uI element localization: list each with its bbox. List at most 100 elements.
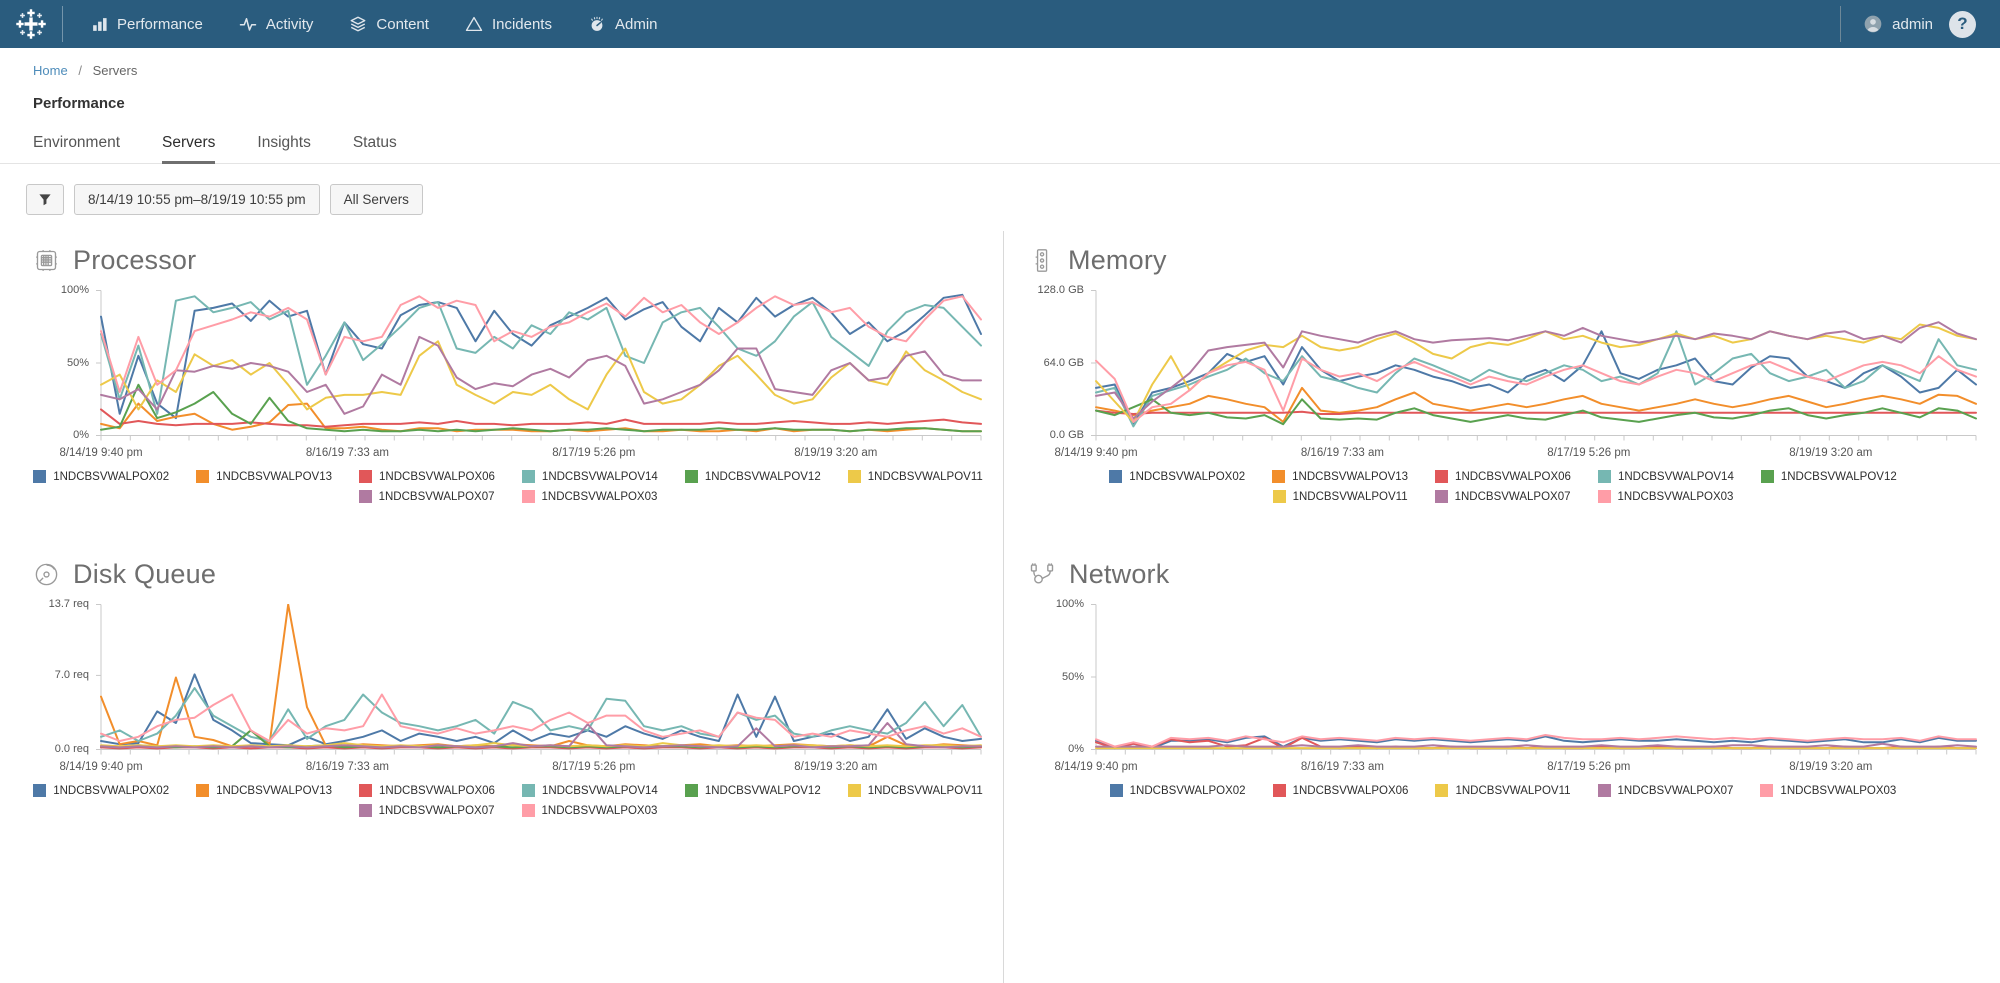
legend-item: 1NDCBSVWALPOV13 [196,784,332,797]
disk-queue-title: Disk Queue [73,559,216,590]
x-tick-label: 8/14/19 9:40 pm [1054,447,1137,459]
legend-item: 1NDCBSVWALPOX02 [33,470,169,483]
help-icon[interactable]: ? [1949,11,1976,38]
legend-label: 1NDCBSVWALPOV12 [705,471,821,483]
legend-item: 1NDCBSVWALPOX06 [359,784,495,797]
legend-label: 1NDCBSVWALPOX02 [53,785,169,797]
legend-label: 1NDCBSVWALPOV14 [1618,471,1734,483]
warning-triangle-icon [465,15,483,33]
legend-label: 1NDCBSVWALPOX07 [1618,785,1734,797]
legend-label: 1NDCBSVWALPOV11 [1293,491,1408,503]
nav-item-incidents[interactable]: Incidents [465,15,552,33]
legend-label: 1NDCBSVWALPOX03 [1780,785,1896,797]
processor-header: Processor [33,245,1003,276]
y-tick-label: 0.0 GB [1050,429,1084,441]
nav-item-label: Activity [266,16,314,33]
legend-swatch [522,784,535,797]
legend-label: 1NDCBSVWALPOX02 [1129,471,1245,483]
tab-insights[interactable]: Insights [257,134,310,164]
x-tick-label: 8/19/19 3:20 am [794,761,877,773]
legend-swatch [1598,784,1611,797]
nav-item-admin[interactable]: Admin [588,15,658,33]
breadcrumb-home-link[interactable]: Home [33,63,68,78]
legend-item: 1NDCBSVWALPOV14 [522,784,658,797]
x-tick-label: 8/19/19 3:20 am [1789,761,1872,773]
legend-swatch [359,784,372,797]
legend-label: 1NDCBSVWALPOV11 [868,785,983,797]
legend-label: 1NDCBSVWALPOX03 [542,805,658,817]
memory-plot[interactable] [1090,290,1982,444]
legend-item: 1NDCBSVWALPOV11 [1435,784,1570,797]
legend-label: 1NDCBSVWALPOX06 [1293,785,1409,797]
tab-servers[interactable]: Servers [162,134,215,164]
date-range-button[interactable]: 8/14/19 10:55 pm–8/19/19 10:55 pm [74,184,320,215]
tab-environment[interactable]: Environment [33,134,120,164]
legend-label: 1NDCBSVWALPOV14 [542,471,658,483]
legend-swatch [522,490,535,503]
legend-label: 1NDCBSVWALPOX06 [379,785,495,797]
filter-funnel-icon[interactable] [26,184,64,215]
legend-swatch [359,490,372,503]
legend-item: 1NDCBSVWALPOX06 [1435,470,1571,483]
y-tick-label: 100% [1056,598,1084,610]
processor-legend: 1NDCBSVWALPOX02 1NDCBSVWALPOV13 1NDCBSVWAL… [33,470,983,503]
legend-swatch [1435,784,1448,797]
breadcrumb-current: Servers [93,63,138,78]
gauge-icon [588,15,606,33]
legend-item: 1NDCBSVWALPOV11 [1273,490,1408,503]
legend-item: 1NDCBSVWALPOV13 [1272,470,1408,483]
bar-chart-icon [91,16,108,33]
topbar-right: admin ? [1840,6,2000,42]
x-tick-label: 8/17/19 5:26 pm [1547,447,1630,459]
nav-item-activity[interactable]: Activity [239,15,314,33]
legend-swatch [1435,470,1448,483]
legend-label: 1NDCBSVWALPOX02 [53,471,169,483]
nav-item-content[interactable]: Content [349,15,429,33]
x-tick-label: 8/17/19 5:26 pm [552,761,635,773]
legend-label: 1NDCBSVWALPOV11 [868,471,983,483]
legend-label: 1NDCBSVWALPOV13 [216,471,332,483]
disk-queue-plot[interactable] [95,604,987,758]
legend-swatch [1273,490,1286,503]
memory-legend: 1NDCBSVWALPOX02 1NDCBSVWALPOV13 1NDCBSVWAL… [1028,470,1978,503]
y-tick-label: 50% [67,357,89,369]
y-tick-label: 13.7 req [49,598,89,610]
network-icon [1028,561,1056,589]
user-menu[interactable]: admin [1863,14,1933,34]
tab-status[interactable]: Status [353,134,397,164]
network-plot[interactable] [1090,604,1982,758]
disk-queue-legend: 1NDCBSVWALPOX02 1NDCBSVWALPOV13 1NDCBSVWAL… [33,784,983,817]
legend-label: 1NDCBSVWALPOV12 [1781,471,1897,483]
nav-item-performance[interactable]: Performance [91,16,203,33]
processor-plot[interactable] [95,290,987,444]
network-title: Network [1069,559,1169,590]
legend-swatch [685,784,698,797]
breadcrumb-separator: / [78,63,82,78]
tableau-logo[interactable] [0,7,62,41]
legend-swatch [1761,470,1774,483]
legend-item: 1NDCBSVWALPOX07 [359,804,495,817]
x-tick-label: 8/16/19 7:33 am [1301,447,1384,459]
activity-pulse-icon [239,15,257,33]
legend-swatch [1273,784,1286,797]
y-tick-label: 0% [73,429,89,441]
legend-swatch [33,784,46,797]
x-tick-label: 8/16/19 7:33 am [1301,761,1384,773]
servers-filter-button[interactable]: All Servers [330,184,423,215]
page-title: Performance [33,95,2000,112]
legend-swatch [685,470,698,483]
legend-item: 1NDCBSVWALPOV12 [685,470,821,483]
